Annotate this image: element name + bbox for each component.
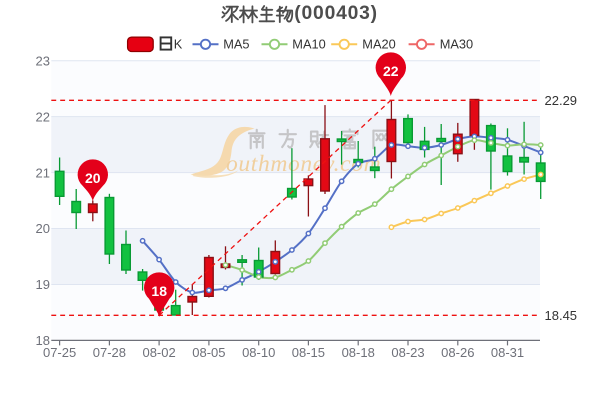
svg-text:20: 20 <box>85 170 101 186</box>
svg-text:21: 21 <box>36 165 50 180</box>
svg-text:22: 22 <box>383 63 399 79</box>
svg-text:18.45: 18.45 <box>545 308 578 323</box>
svg-text:22: 22 <box>36 109 50 124</box>
svg-text:23: 23 <box>36 53 50 68</box>
svg-text:07-28: 07-28 <box>93 345 126 360</box>
svg-text:19: 19 <box>36 277 50 292</box>
svg-text:18: 18 <box>151 283 167 299</box>
svg-text:outhmoney.com: outhmoney.com <box>226 151 381 177</box>
svg-text:MA30: MA30 <box>440 37 473 52</box>
svg-text:08-02: 08-02 <box>142 345 175 360</box>
svg-text:MA10: MA10 <box>292 37 325 52</box>
svg-text:K: K <box>174 37 183 52</box>
svg-text:(000403): (000403) <box>294 3 378 24</box>
svg-text:08-26: 08-26 <box>441 345 474 360</box>
svg-text:22.29: 22.29 <box>545 93 578 108</box>
svg-text:08-05: 08-05 <box>192 345 225 360</box>
svg-text:08-23: 08-23 <box>391 345 424 360</box>
svg-text:07-25: 07-25 <box>43 345 76 360</box>
svg-text:MA20: MA20 <box>362 37 395 52</box>
svg-text:08-31: 08-31 <box>491 345 524 360</box>
svg-text:08-15: 08-15 <box>292 345 325 360</box>
svg-text:20: 20 <box>36 221 50 236</box>
svg-text:MA5: MA5 <box>223 37 249 52</box>
svg-text:08-10: 08-10 <box>242 345 275 360</box>
svg-text:18: 18 <box>36 333 50 348</box>
svg-text:08-18: 08-18 <box>342 345 375 360</box>
